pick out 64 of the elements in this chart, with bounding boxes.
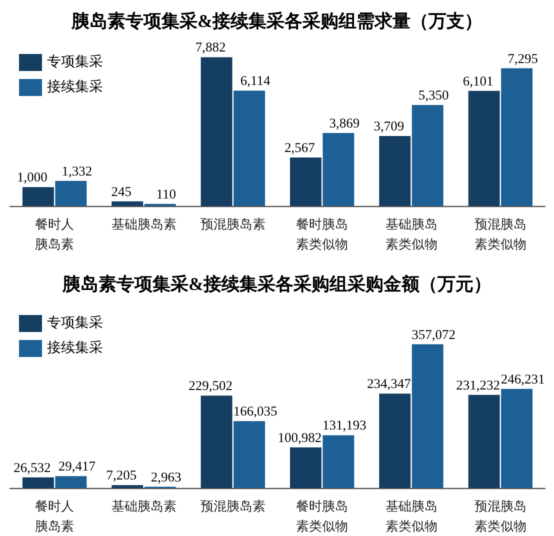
data-label: 166,035 — [233, 404, 278, 419]
bar — [468, 90, 500, 206]
bar — [200, 57, 232, 206]
data-label: 246,231 — [500, 371, 545, 386]
data-label: 3,869 — [329, 115, 360, 130]
data-label: 7,205 — [106, 468, 137, 483]
bar — [290, 447, 322, 488]
x-tick-label: 餐时人胰岛素 — [35, 216, 74, 252]
bar — [234, 421, 266, 488]
data-label: 6,114 — [240, 73, 270, 88]
bar — [412, 105, 444, 206]
data-label: 26,532 — [14, 460, 51, 475]
data-label: 1,332 — [62, 163, 92, 178]
data-label: 1,000 — [17, 170, 48, 185]
data-label: 245 — [111, 184, 132, 199]
data-label: 3,709 — [374, 118, 404, 134]
bar — [501, 68, 533, 206]
data-label: 7,882 — [195, 40, 226, 55]
x-tick-label: 预混胰岛素 — [200, 498, 266, 514]
data-label: 2,567 — [284, 140, 316, 156]
data-label: 100,982 — [278, 430, 322, 445]
bar — [379, 136, 411, 206]
legend-label: 接续集采 — [47, 79, 103, 95]
data-label: 231,232 — [456, 377, 500, 392]
bar — [22, 477, 54, 488]
x-tick-label: 基础胰岛素类似物 — [385, 498, 438, 534]
data-label: 229,502 — [188, 378, 232, 394]
bar — [112, 201, 144, 206]
bar — [200, 396, 232, 488]
x-tick-label: 基础胰岛素 — [111, 216, 176, 232]
data-label: 234,347 — [366, 376, 412, 392]
data-label: 2,963 — [150, 469, 182, 484]
x-tick-label: 预混胰岛素类似物 — [474, 216, 526, 252]
chart-title: 胰岛素专项集采&接续集采各采购组采购金额（万元） — [62, 274, 492, 294]
x-tick-label: 基础胰岛素 — [111, 498, 176, 514]
data-label: 131,193 — [322, 418, 367, 433]
data-label: 7,295 — [508, 50, 538, 66]
legend-label: 专项集采 — [47, 54, 103, 70]
bar — [22, 187, 54, 206]
chart-title: 胰岛素专项集采&接续集采各采购组需求量（万支） — [70, 11, 482, 31]
bar — [55, 476, 87, 488]
x-tick-label: 餐时胰岛素类似物 — [296, 498, 348, 534]
bar — [468, 394, 500, 488]
x-tick-label: 基础胰岛素类似物 — [385, 216, 438, 252]
legend-label: 专项集采 — [47, 315, 103, 331]
data-label: 357,072 — [412, 326, 456, 342]
bar — [322, 132, 354, 206]
bar — [412, 344, 444, 488]
data-label: 5,350 — [418, 88, 450, 103]
bar — [112, 485, 144, 488]
x-tick-label: 预混胰岛素类似物 — [474, 498, 526, 534]
bar — [290, 158, 322, 206]
legend-label: 接续集采 — [47, 340, 103, 356]
x-tick-label: 预混胰岛素 — [200, 216, 266, 232]
data-label: 110 — [156, 186, 176, 202]
x-tick-label: 餐时胰岛素类似物 — [296, 216, 348, 252]
x-tick-label: 餐时人胰岛素 — [35, 498, 74, 534]
bar — [55, 180, 87, 206]
data-label: 6,101 — [462, 73, 494, 88]
bar — [234, 90, 266, 206]
bar — [501, 388, 533, 488]
data-label: 29,417 — [58, 458, 96, 474]
bar — [322, 435, 354, 488]
bar — [379, 394, 411, 488]
